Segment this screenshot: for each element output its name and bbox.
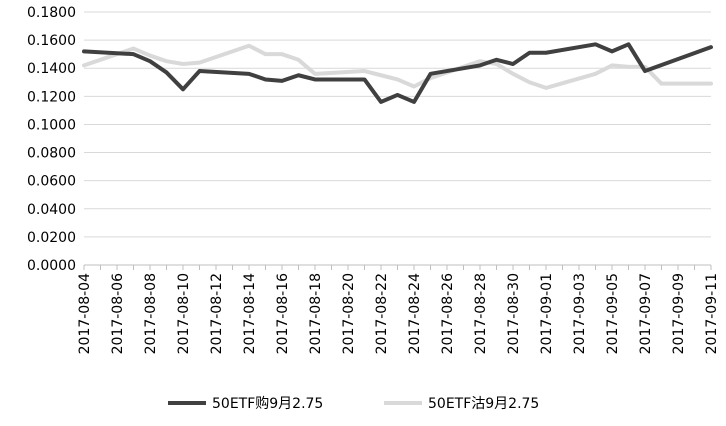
series-2-point xyxy=(709,82,713,86)
series-2-point xyxy=(396,77,399,81)
series-2-point xyxy=(132,47,135,51)
series-1-point xyxy=(429,72,432,76)
series-2-point xyxy=(181,62,185,66)
series-lines xyxy=(82,42,713,104)
series-1-point xyxy=(363,77,366,81)
series-2-point xyxy=(495,62,498,66)
series-1-point xyxy=(379,100,383,104)
series-1-point xyxy=(198,69,201,73)
x-tick-label: 2017-09-11 xyxy=(704,273,720,354)
series-1-point xyxy=(280,79,284,83)
legend-label-1: 50ETF购9月2.75 xyxy=(212,396,323,412)
series-1-point xyxy=(132,52,135,56)
y-tick-label: 0.1200 xyxy=(27,89,76,105)
legend: 50ETF购9月2.75 50ETF沽9月2.75 xyxy=(168,396,539,412)
x-tick-label: 2017-08-16 xyxy=(275,273,291,354)
series-2-point xyxy=(594,72,597,76)
x-tick-label: 2017-08-14 xyxy=(242,273,258,354)
series-1-point xyxy=(165,70,168,74)
y-tick-label: 0.0000 xyxy=(27,258,76,274)
series-2-point xyxy=(363,69,366,73)
series-2-point xyxy=(165,59,168,63)
series-1-point xyxy=(181,87,185,91)
x-tick-label: 2017-08-10 xyxy=(176,273,192,354)
series-1-point xyxy=(396,93,399,97)
series-2-point xyxy=(82,63,86,67)
series-1-point xyxy=(148,59,152,63)
x-tick-label: 2017-08-26 xyxy=(440,273,456,354)
series-2-point xyxy=(198,61,201,65)
x-tick-label: 2017-08-24 xyxy=(407,273,423,354)
gridlines xyxy=(84,11,711,238)
series-1-point xyxy=(247,72,251,76)
series-2-point xyxy=(511,72,515,76)
series-1-point xyxy=(511,62,515,66)
x-tick-label: 2017-09-09 xyxy=(671,273,687,354)
series-1-point xyxy=(82,49,86,53)
series-1-point xyxy=(264,77,267,81)
y-tick-label: 0.0400 xyxy=(27,202,76,218)
x-tick-label: 2017-08-06 xyxy=(110,273,126,354)
series-2-point xyxy=(280,52,284,56)
series-2-point xyxy=(148,54,152,58)
series-2-point xyxy=(313,72,317,76)
x-tick-label: 2017-09-05 xyxy=(605,273,621,354)
x-tick-label: 2017-08-08 xyxy=(143,273,159,354)
x-axis: 2017-08-04 2017-08-06 2017-08-08 2017-08-10… xyxy=(77,264,720,354)
series-1-point xyxy=(594,42,597,46)
y-tick-label: 0.1600 xyxy=(27,33,76,49)
x-tick-label: 2017-08-18 xyxy=(308,273,324,354)
series-1-point xyxy=(478,63,482,67)
y-tick-label: 0.0800 xyxy=(27,146,76,162)
series-1-point xyxy=(643,69,647,73)
series-1-point xyxy=(627,42,630,46)
x-tick-label: 2017-08-22 xyxy=(374,273,390,354)
series-2-point xyxy=(660,82,663,86)
series-1-point xyxy=(412,100,416,104)
series-2-point xyxy=(264,52,267,56)
y-tick-label: 0.1000 xyxy=(27,117,76,133)
series-line-1 xyxy=(82,42,713,104)
y-tick-label: 0.0200 xyxy=(27,230,76,246)
series-2-point xyxy=(627,65,630,69)
series-2-point xyxy=(379,73,383,77)
x-tick-label: 2017-08-30 xyxy=(506,273,522,354)
y-axis-tick-labels: 0.0000 0.0200 0.0400 0.0600 0.0800 0.1000 0.12… xyxy=(27,5,76,274)
series-2-point xyxy=(412,84,416,88)
series-2-point xyxy=(247,44,251,48)
series-2-point xyxy=(544,86,548,90)
x-tick-label: 2017-08-20 xyxy=(341,273,357,354)
x-tick-label: 2017-08-12 xyxy=(209,273,225,354)
series-2-point xyxy=(297,58,300,62)
series-1-point xyxy=(297,73,300,77)
x-tick-label: 2017-08-04 xyxy=(77,273,93,354)
series-2-point xyxy=(610,63,614,67)
x-tick-label: 2017-09-01 xyxy=(539,273,555,354)
x-tick-label: 2017-09-07 xyxy=(638,273,654,354)
series-1-point xyxy=(544,51,548,55)
series-1-point xyxy=(495,58,498,62)
series-1-point xyxy=(313,77,317,81)
y-tick-label: 0.1800 xyxy=(27,5,76,21)
y-tick-label: 0.1400 xyxy=(27,61,76,77)
series-1-point xyxy=(610,49,614,53)
series-1-point xyxy=(709,45,713,49)
legend-label-2: 50ETF沽9月2.75 xyxy=(428,396,539,412)
series-1-point xyxy=(528,51,531,55)
x-tick-label: 2017-08-28 xyxy=(473,273,489,354)
x-tick-label: 2017-09-03 xyxy=(572,273,588,354)
series-2-point xyxy=(528,80,531,84)
series-2-point xyxy=(478,59,482,63)
y-tick-label: 0.0600 xyxy=(27,174,76,190)
